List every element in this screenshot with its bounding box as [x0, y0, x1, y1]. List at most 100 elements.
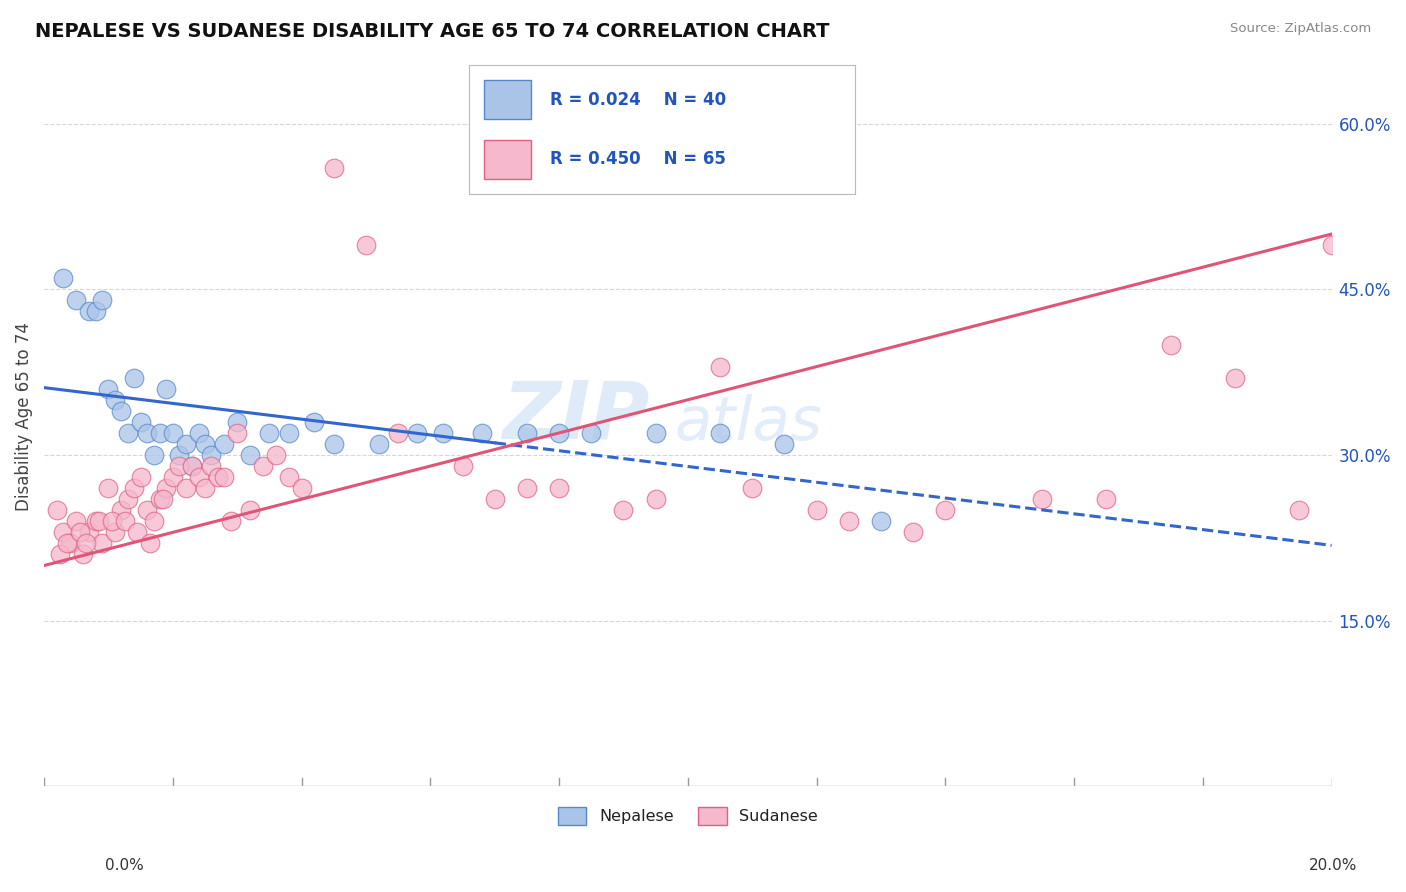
Point: [110, 503, 132, 517]
Point: [87, 514, 110, 528]
Point: [548, 481, 571, 495]
Point: [612, 503, 634, 517]
Point: [226, 415, 249, 429]
Point: [239, 448, 262, 462]
Point: [644, 425, 666, 440]
Point: [174, 437, 197, 451]
Point: [97, 382, 120, 396]
Point: [174, 481, 197, 495]
Point: [471, 425, 494, 440]
Point: [169, 448, 191, 462]
Point: [1223, 370, 1246, 384]
Point: [55, 536, 77, 550]
Point: [581, 425, 603, 440]
Point: [75, 536, 97, 550]
Point: [1095, 492, 1118, 507]
Point: [219, 514, 242, 528]
Legend: Nepalese, Sudanese: Nepalese, Sudanese: [551, 800, 824, 831]
Point: [291, 481, 314, 495]
Point: [709, 425, 731, 440]
Point: [1320, 238, 1343, 252]
Point: [155, 382, 177, 396]
Point: [214, 437, 236, 451]
Point: [1160, 337, 1182, 351]
Point: [644, 492, 666, 507]
Point: [432, 425, 454, 440]
Point: [162, 470, 184, 484]
Point: [117, 425, 139, 440]
Point: [709, 359, 731, 374]
Point: [52, 525, 75, 540]
Point: [149, 492, 172, 507]
Point: [773, 437, 796, 451]
Point: [516, 481, 538, 495]
Point: [104, 392, 127, 407]
Point: [127, 525, 149, 540]
Point: [181, 458, 204, 473]
Point: [322, 437, 344, 451]
Point: [46, 503, 69, 517]
Point: [52, 271, 75, 285]
Text: Source: ZipAtlas.com: Source: ZipAtlas.com: [1230, 22, 1371, 36]
Point: [142, 448, 165, 462]
Point: [200, 458, 222, 473]
Point: [548, 425, 571, 440]
Point: [304, 415, 326, 429]
Point: [91, 293, 114, 308]
Point: [129, 415, 152, 429]
Point: [239, 503, 262, 517]
Point: [155, 481, 177, 495]
Point: [65, 293, 87, 308]
Point: [84, 514, 107, 528]
Point: [451, 458, 474, 473]
Point: [139, 536, 162, 550]
Point: [214, 470, 236, 484]
Point: [97, 481, 120, 495]
Point: [136, 503, 159, 517]
Point: [187, 470, 209, 484]
Point: [1031, 492, 1053, 507]
Point: [152, 492, 174, 507]
Point: [277, 425, 299, 440]
Point: [122, 481, 145, 495]
Y-axis label: Disability Age 65 to 74: Disability Age 65 to 74: [15, 322, 32, 511]
Point: [838, 514, 860, 528]
Point: [387, 425, 409, 440]
Point: [277, 470, 299, 484]
Text: atlas: atlas: [675, 394, 823, 453]
Point: [72, 548, 94, 562]
Point: [354, 238, 377, 252]
Point: [59, 536, 82, 550]
Point: [149, 425, 172, 440]
Point: [114, 514, 136, 528]
Point: [65, 514, 87, 528]
Text: 20.0%: 20.0%: [1309, 858, 1357, 873]
Point: [934, 503, 956, 517]
Point: [264, 448, 287, 462]
Point: [69, 525, 91, 540]
Point: [181, 458, 204, 473]
Point: [252, 458, 274, 473]
Point: [84, 304, 107, 318]
Point: [194, 481, 217, 495]
Text: NEPALESE VS SUDANESE DISABILITY AGE 65 TO 74 CORRELATION CHART: NEPALESE VS SUDANESE DISABILITY AGE 65 T…: [35, 22, 830, 41]
Text: ZIP: ZIP: [502, 377, 650, 455]
Point: [162, 425, 184, 440]
Point: [406, 425, 429, 440]
Text: 0.0%: 0.0%: [105, 858, 145, 873]
Point: [259, 425, 281, 440]
Point: [77, 304, 100, 318]
Point: [136, 425, 159, 440]
Point: [367, 437, 389, 451]
Point: [77, 525, 100, 540]
Point: [100, 514, 122, 528]
Point: [322, 161, 344, 175]
Point: [806, 503, 828, 517]
Point: [187, 425, 209, 440]
Point: [200, 448, 222, 462]
Point: [91, 536, 114, 550]
Point: [117, 492, 139, 507]
Point: [110, 404, 132, 418]
Point: [104, 525, 127, 540]
Point: [142, 514, 165, 528]
